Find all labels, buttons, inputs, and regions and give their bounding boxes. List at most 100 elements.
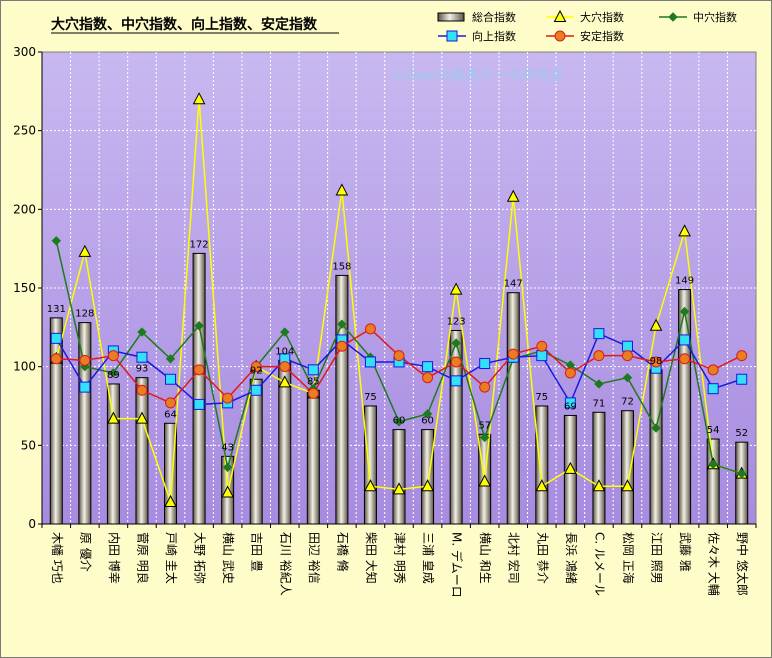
- x-tick-label: 大野 拓弥: [193, 532, 208, 584]
- x-tick-label: 野中 悠太郎: [735, 532, 750, 596]
- bar-value-label: 149: [675, 276, 694, 287]
- series-point: [564, 367, 576, 379]
- legend-label: 中穴指数: [693, 10, 737, 24]
- legend-item: 中穴指数: [659, 10, 737, 24]
- series-point: [165, 354, 176, 364]
- series-point: [137, 327, 147, 337]
- x-tick-label: 吉田 豊: [250, 532, 264, 572]
- series-point: [621, 340, 633, 352]
- bar: [506, 292, 520, 525]
- series-point: [107, 350, 119, 362]
- series-point: [679, 353, 691, 365]
- x-tick-label: 北村 宏司: [507, 532, 522, 584]
- series-point: [165, 397, 177, 409]
- bar-value-label: 71: [593, 398, 606, 409]
- series-point: [164, 494, 177, 507]
- series-point: [479, 432, 490, 443]
- series-point: [79, 354, 91, 366]
- series-point: [364, 356, 376, 368]
- series-point: [422, 409, 433, 419]
- y-tick-label: 150: [13, 281, 36, 295]
- series-point: [307, 387, 319, 399]
- x-tick-label: 佐々木 大輔: [707, 532, 721, 596]
- series-point: [479, 381, 491, 393]
- series-point: [194, 321, 204, 331]
- legend-swatch: [437, 12, 465, 22]
- bar: [249, 378, 263, 525]
- bar-value-label: 57: [478, 420, 491, 431]
- series-point: [421, 479, 434, 492]
- series-point: [364, 479, 377, 492]
- bar: [678, 289, 692, 525]
- bar: [363, 405, 377, 525]
- series-point: [107, 411, 120, 424]
- x-tick-label: 柴田 大知: [364, 532, 378, 584]
- series-point: [335, 183, 349, 196]
- series-point: [564, 397, 576, 409]
- series-point: [478, 474, 492, 487]
- series-point: [278, 375, 292, 388]
- bar: [78, 322, 92, 525]
- series-point: [449, 282, 463, 295]
- series-point: [651, 423, 661, 433]
- bar-value-label: 98: [650, 356, 663, 367]
- series-point: [50, 353, 62, 365]
- bar-value-label: 123: [447, 316, 466, 327]
- series-point: [221, 485, 234, 498]
- legend-marker: [668, 12, 678, 22]
- bar-value-label: 131: [47, 304, 66, 315]
- bar-value-label: 72: [621, 397, 634, 408]
- series-point: [679, 306, 690, 317]
- bar: [706, 438, 720, 525]
- series-point: [536, 350, 548, 362]
- series-point: [451, 338, 461, 348]
- series-point: [622, 372, 633, 383]
- series-point: [593, 350, 605, 362]
- series-point: [450, 356, 462, 368]
- series-point: [394, 417, 404, 427]
- bar-value-label: 75: [364, 392, 377, 403]
- series-point: [135, 411, 149, 424]
- series-point: [707, 364, 719, 376]
- series-point: [506, 189, 520, 202]
- series-point: [736, 350, 748, 362]
- series-point: [280, 327, 290, 337]
- legend-label: 大穴指数: [580, 10, 624, 24]
- series-point: [337, 319, 347, 329]
- series-point: [222, 462, 233, 473]
- series-point: [193, 364, 205, 376]
- y-tick-label: 200: [13, 202, 36, 216]
- series-point: [136, 384, 148, 396]
- series-point: [737, 468, 747, 479]
- series-point: [594, 379, 604, 389]
- x-tick-label: 戸崎 圭太: [164, 532, 179, 584]
- series-point: [136, 351, 148, 363]
- y-tick-label: 250: [13, 124, 36, 138]
- x-tick-label: 原 優介: [78, 532, 92, 572]
- bar-value-label: 128: [75, 309, 94, 320]
- x-tick-label: 三浦 皇成: [421, 532, 435, 584]
- series-point: [649, 318, 663, 331]
- bar-value-label: 75: [535, 392, 548, 403]
- x-tick-label: 武藤 雅: [678, 532, 693, 572]
- x-tick-label: 木幡 巧也: [50, 532, 65, 584]
- legend-item: 向上指数: [438, 29, 516, 43]
- series-point: [364, 323, 376, 335]
- x-tick-label: 菅原 明良: [135, 532, 150, 584]
- bar-value-label: 89: [107, 370, 120, 381]
- bar-value-label: 172: [190, 239, 209, 250]
- bar: [421, 429, 435, 525]
- bar-value-label: 85: [307, 376, 320, 387]
- legend-marker: [553, 9, 567, 22]
- bar: [535, 405, 549, 525]
- bar-value-label: 43: [221, 442, 234, 453]
- x-tick-label: C. ルメール: [592, 532, 606, 596]
- chart-title: 大穴指数、中穴指数、向上指数、安定指数: [51, 16, 318, 33]
- bar-value-label: 60: [393, 416, 406, 427]
- series-point: [279, 361, 291, 373]
- series-point: [592, 479, 606, 492]
- series-point: [707, 383, 719, 395]
- legend-label: 向上指数: [472, 29, 516, 43]
